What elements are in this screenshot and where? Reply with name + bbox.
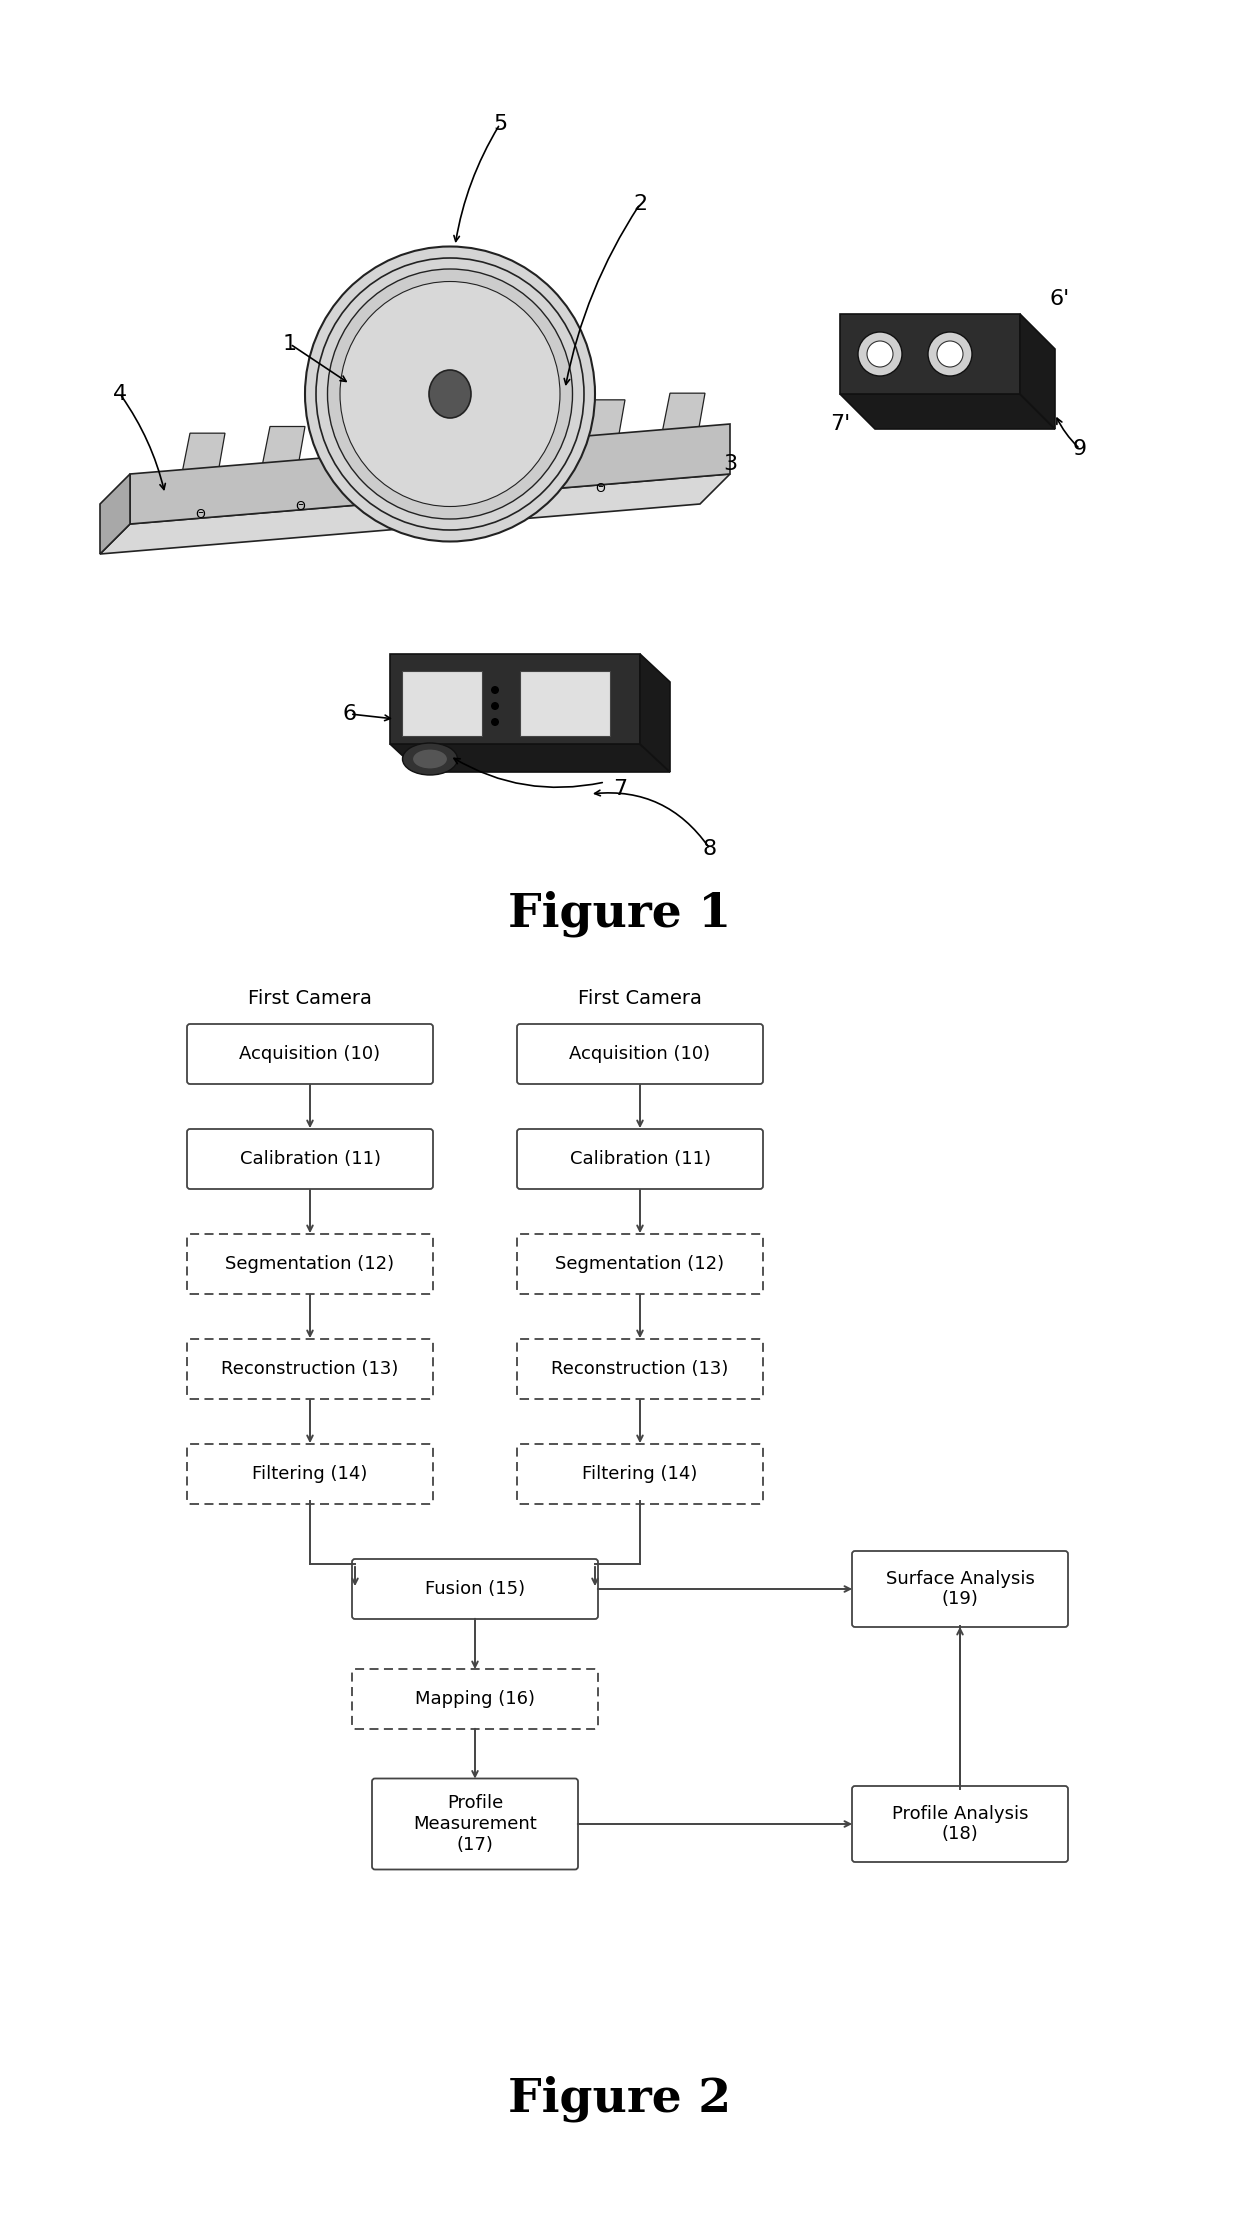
Ellipse shape (305, 246, 595, 542)
FancyBboxPatch shape (187, 1233, 433, 1293)
Text: Θ: Θ (396, 494, 405, 507)
Polygon shape (662, 394, 706, 434)
Polygon shape (839, 394, 1055, 430)
Text: Fusion (15): Fusion (15) (425, 1581, 525, 1599)
Text: Profile Analysis
(18): Profile Analysis (18) (892, 1804, 1028, 1844)
Text: Calibration (11): Calibration (11) (569, 1149, 711, 1169)
Circle shape (491, 686, 498, 693)
FancyBboxPatch shape (517, 1129, 763, 1189)
Polygon shape (182, 434, 224, 474)
Text: 6': 6' (1050, 290, 1070, 310)
Ellipse shape (429, 370, 471, 418)
Text: Θ: Θ (495, 487, 505, 500)
Text: 4: 4 (113, 383, 126, 403)
Polygon shape (100, 474, 730, 554)
Ellipse shape (403, 744, 458, 775)
Polygon shape (1021, 314, 1055, 430)
FancyBboxPatch shape (852, 1552, 1068, 1627)
Text: 5: 5 (492, 113, 507, 135)
Polygon shape (342, 421, 384, 461)
Text: 7: 7 (613, 779, 627, 799)
Text: Acquisition (10): Acquisition (10) (569, 1045, 711, 1063)
Circle shape (928, 332, 972, 376)
Text: Filtering (14): Filtering (14) (583, 1466, 698, 1483)
Text: Profile
Measurement
(17): Profile Measurement (17) (413, 1793, 537, 1853)
FancyBboxPatch shape (517, 1233, 763, 1293)
Text: Calibration (11): Calibration (11) (239, 1149, 381, 1169)
Polygon shape (391, 744, 670, 773)
Text: Reconstruction (13): Reconstruction (13) (552, 1359, 729, 1377)
Circle shape (867, 341, 893, 368)
Circle shape (491, 717, 498, 726)
Text: Mapping (16): Mapping (16) (415, 1689, 534, 1707)
Text: Figure 1: Figure 1 (508, 890, 732, 937)
FancyBboxPatch shape (187, 1444, 433, 1503)
Text: Surface Analysis
(19): Surface Analysis (19) (885, 1570, 1034, 1607)
Text: 6: 6 (343, 704, 357, 724)
FancyBboxPatch shape (520, 671, 610, 735)
FancyBboxPatch shape (517, 1025, 763, 1085)
FancyBboxPatch shape (517, 1444, 763, 1503)
Text: Segmentation (12): Segmentation (12) (556, 1255, 724, 1273)
Text: Segmentation (12): Segmentation (12) (226, 1255, 394, 1273)
FancyBboxPatch shape (352, 1669, 598, 1729)
Text: First Camera: First Camera (578, 990, 702, 1010)
Polygon shape (130, 425, 730, 525)
FancyBboxPatch shape (402, 671, 482, 735)
Text: 2: 2 (632, 195, 647, 215)
FancyBboxPatch shape (187, 1025, 433, 1085)
FancyBboxPatch shape (517, 1339, 763, 1399)
Text: Filtering (14): Filtering (14) (252, 1466, 368, 1483)
Text: Θ: Θ (595, 480, 605, 494)
Circle shape (491, 702, 498, 711)
Text: Θ: Θ (295, 500, 305, 514)
Circle shape (858, 332, 901, 376)
Polygon shape (100, 474, 130, 554)
Text: 1: 1 (283, 334, 298, 354)
FancyBboxPatch shape (187, 1129, 433, 1189)
Circle shape (937, 341, 963, 368)
Text: Θ: Θ (195, 507, 205, 520)
Text: 9: 9 (1073, 438, 1087, 458)
Text: Acquisition (10): Acquisition (10) (239, 1045, 381, 1063)
FancyBboxPatch shape (852, 1787, 1068, 1862)
Text: Reconstruction (13): Reconstruction (13) (221, 1359, 399, 1377)
Ellipse shape (413, 748, 448, 768)
FancyBboxPatch shape (372, 1778, 578, 1869)
Polygon shape (582, 401, 625, 441)
Ellipse shape (340, 281, 560, 507)
FancyBboxPatch shape (187, 1339, 433, 1399)
Polygon shape (640, 653, 670, 773)
Polygon shape (391, 653, 640, 744)
FancyBboxPatch shape (352, 1559, 598, 1618)
Text: 3: 3 (723, 454, 737, 474)
Polygon shape (502, 407, 546, 447)
Ellipse shape (435, 248, 465, 538)
Polygon shape (422, 414, 465, 454)
Text: 7': 7' (830, 414, 851, 434)
Ellipse shape (327, 268, 573, 518)
Polygon shape (839, 314, 1021, 394)
Polygon shape (262, 427, 305, 467)
Text: 8: 8 (703, 839, 717, 859)
Text: First Camera: First Camera (248, 990, 372, 1010)
Text: Figure 2: Figure 2 (508, 2077, 732, 2123)
